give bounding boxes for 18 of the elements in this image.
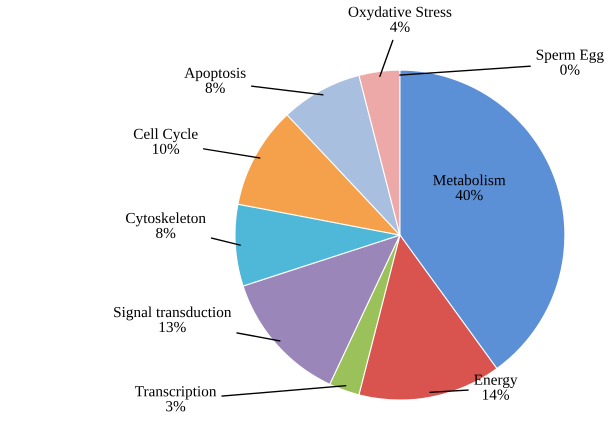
category-label: Sperm Egg — [536, 50, 604, 63]
data-label: 40% — [456, 190, 483, 200]
data-label: 14% — [482, 389, 510, 400]
data-label: 3% — [166, 401, 186, 412]
slice-label: Metabolism — [433, 174, 506, 186]
slice-label: Oxydative Stress — [348, 6, 452, 20]
slice-label: Cytoskeleton — [126, 212, 206, 226]
slice-label: Signal transduction — [114, 306, 232, 320]
text: 0% — [560, 64, 580, 75]
slice-label: Energy — [474, 374, 518, 388]
data-label: 8% — [156, 228, 176, 238]
slice-label: Cell Cycle — [134, 128, 198, 142]
data-label: 13% — [160, 322, 186, 332]
data-label: 4% — [390, 22, 410, 32]
data-label: 8% — [206, 82, 225, 93]
data-label: 10% — [153, 144, 180, 154]
slice-label: Transcription — [134, 386, 216, 400]
slice-label: Apoptosis — [184, 68, 246, 82]
